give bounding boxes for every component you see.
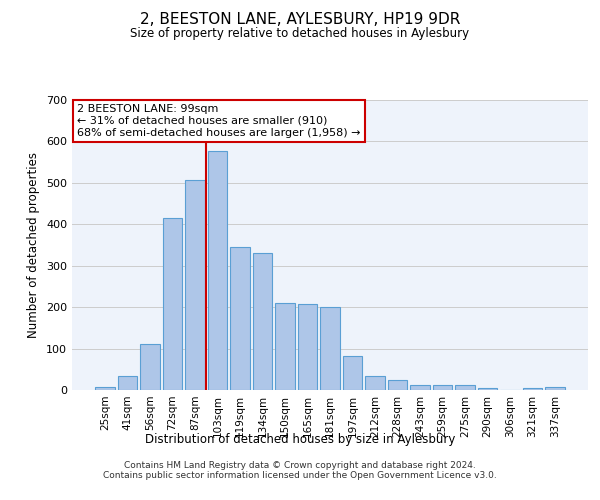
Bar [388, 380, 407, 390]
Bar [95, 386, 115, 390]
Bar [545, 386, 565, 390]
Text: Size of property relative to detached houses in Aylesbury: Size of property relative to detached ho… [130, 28, 470, 40]
Text: Contains HM Land Registry data © Crown copyright and database right 2024.
Contai: Contains HM Land Registry data © Crown c… [103, 460, 497, 480]
Bar [365, 376, 385, 390]
Bar [298, 304, 317, 390]
Text: 2, BEESTON LANE, AYLESBURY, HP19 9DR: 2, BEESTON LANE, AYLESBURY, HP19 9DR [140, 12, 460, 28]
Bar [185, 180, 205, 390]
Bar [410, 384, 430, 390]
Text: Distribution of detached houses by size in Aylesbury: Distribution of detached houses by size … [145, 432, 455, 446]
Bar [433, 384, 452, 390]
Bar [208, 151, 227, 390]
Bar [230, 247, 250, 390]
Bar [118, 376, 137, 390]
Bar [343, 356, 362, 390]
Bar [140, 344, 160, 390]
Bar [163, 218, 182, 390]
Bar [455, 385, 475, 390]
Text: 2 BEESTON LANE: 99sqm
← 31% of detached houses are smaller (910)
68% of semi-det: 2 BEESTON LANE: 99sqm ← 31% of detached … [77, 104, 361, 138]
Y-axis label: Number of detached properties: Number of detached properties [28, 152, 40, 338]
Bar [478, 388, 497, 390]
Bar [253, 254, 272, 390]
Bar [523, 388, 542, 390]
Bar [320, 307, 340, 390]
Bar [275, 303, 295, 390]
